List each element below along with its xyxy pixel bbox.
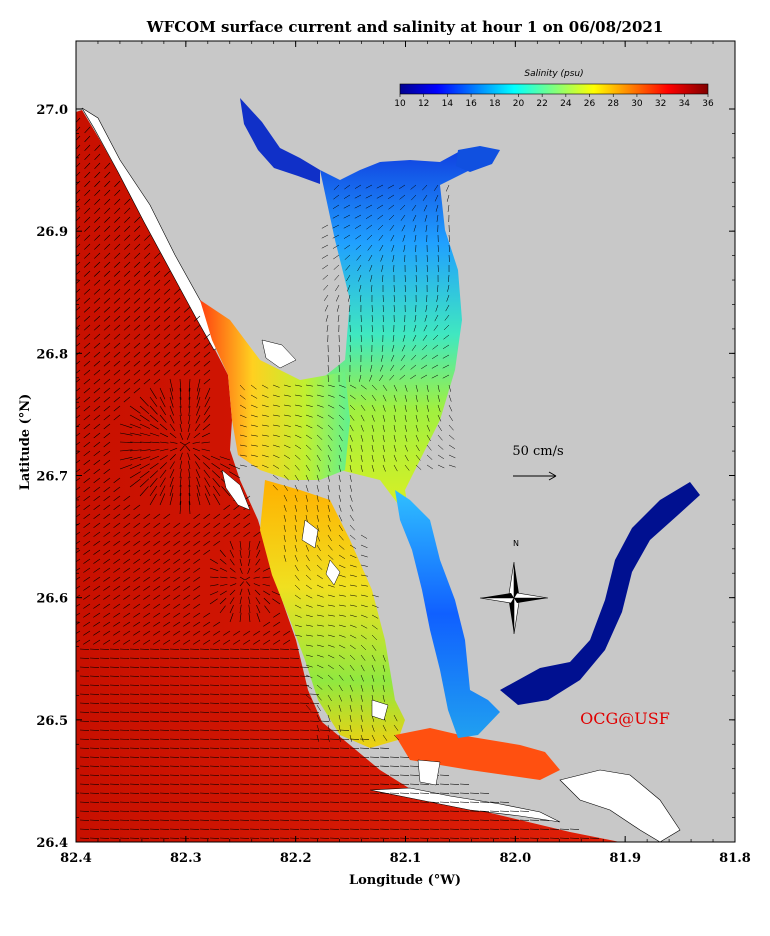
harbor-mouth	[200, 300, 350, 480]
y-tick-label: 26.4	[36, 836, 68, 851]
pine-island-sound	[260, 480, 405, 748]
compass-rose: N	[479, 539, 549, 635]
sanibel-island	[369, 787, 561, 823]
caloosahatchee-river	[500, 482, 700, 705]
x-tick-label: 82.4	[60, 851, 92, 866]
current-vector-field	[76, 117, 600, 839]
colorbar-tick-label: 32	[655, 99, 666, 109]
colorbar-tick-label: 14	[442, 99, 454, 109]
peace-river	[240, 98, 320, 184]
x-tick-label: 81.9	[609, 851, 641, 866]
y-axis-ticks: 27.0 26.9 26.8 26.7 26.6 26.5 26.4	[36, 103, 735, 851]
colorbar-tick-label: 28	[608, 99, 620, 109]
x-axis-label: Longitude (°W)	[349, 873, 461, 888]
salinity-colorbar: Salinity (psu) 10 12 14 16 18 20 22 24 26 28 30 32 3…	[394, 69, 714, 109]
colorbar-tick-label: 20	[513, 99, 525, 109]
colorbar-tick-label: 10	[394, 99, 406, 109]
harbor-islands	[221, 339, 441, 786]
myakka-inlet	[456, 146, 500, 172]
colorbar-tick-label: 36	[702, 99, 714, 109]
san-carlos-bay	[395, 728, 560, 780]
y-axis-label: Latitude (°N)	[18, 394, 33, 491]
credit-label: OCG@USF	[580, 709, 670, 728]
x-tick-label: 82.0	[499, 851, 531, 866]
x-tick-label: 82.3	[170, 851, 202, 866]
y-tick-label: 26.8	[36, 347, 68, 362]
x-axis-ticks: 82.4 82.3 82.2 82.1 82.0 81.9 81.8	[60, 41, 751, 866]
colorbar-ticks: 10 12 14 16 18 20 22 24 26 28 30 32 34 36	[394, 94, 714, 109]
y-tick-label: 26.5	[36, 714, 68, 729]
colorbar-tick-label: 18	[489, 99, 501, 109]
colorbar-tick-label: 22	[536, 99, 547, 109]
colorbar-tick-label: 24	[560, 99, 572, 109]
estero-coast	[559, 769, 681, 842]
velocity-scale: 50 cm/s	[512, 444, 564, 481]
figure-title: WFCOM surface current and salinity at ho…	[146, 18, 664, 36]
x-tick-label: 82.1	[390, 851, 422, 866]
colorbar-tick-label: 34	[679, 99, 691, 109]
colorbar-title: Salinity (psu)	[524, 69, 583, 79]
colorbar-ramp	[399, 83, 709, 95]
y-tick-label: 27.0	[36, 103, 68, 118]
y-tick-label: 26.7	[36, 470, 68, 485]
matlacha-channel	[395, 490, 500, 738]
scale-arrow-label: 50 cm/s	[512, 444, 563, 459]
colorbar-tick-label: 16	[465, 99, 477, 109]
colorbar-tick-label: 26	[584, 99, 596, 109]
colorbar-tick-label: 12	[418, 99, 429, 109]
map-layers	[76, 98, 700, 842]
y-tick-label: 26.6	[36, 592, 68, 607]
x-tick-label: 81.8	[719, 851, 751, 866]
x-tick-label: 82.2	[280, 851, 312, 866]
colorbar-tick-label: 30	[631, 99, 643, 109]
y-tick-label: 26.9	[36, 225, 68, 240]
north-label: N	[513, 539, 519, 548]
gulf-water	[76, 110, 620, 842]
